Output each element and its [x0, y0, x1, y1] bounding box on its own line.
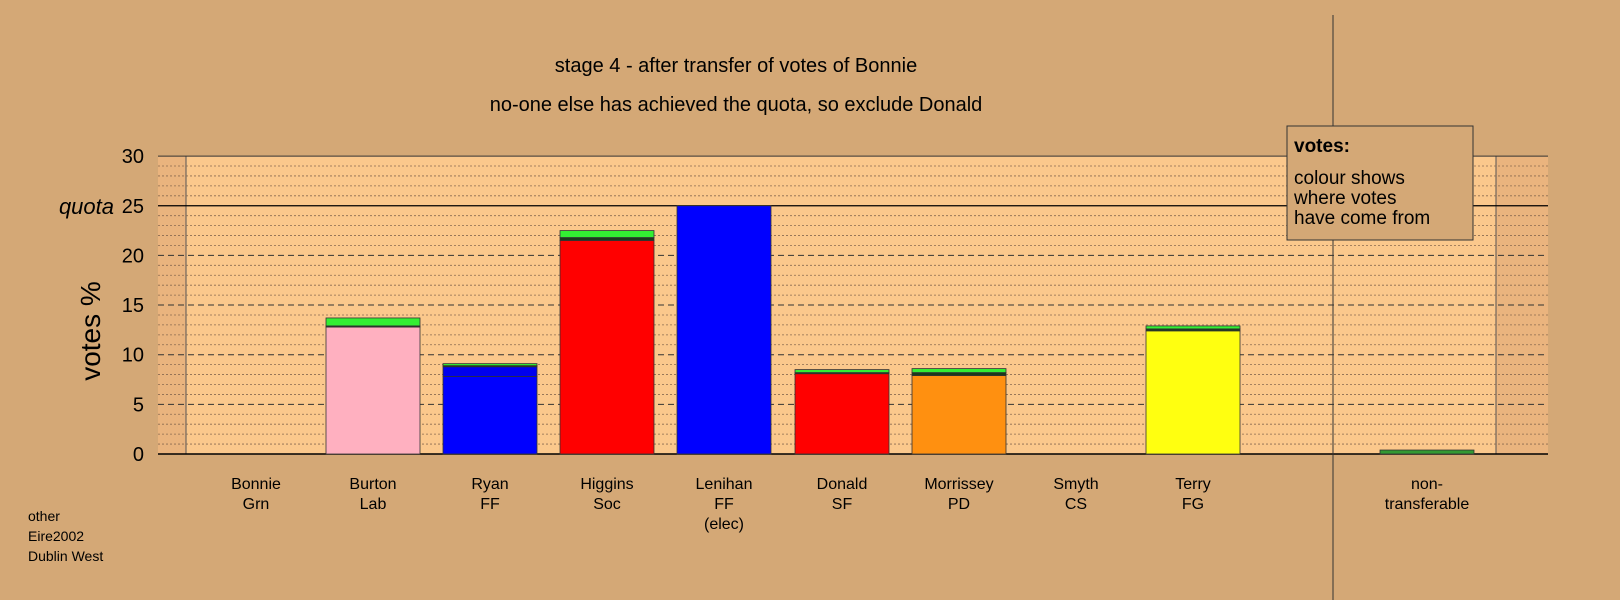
category-label: PD [948, 496, 970, 513]
category-label: Donald [817, 476, 868, 493]
footnote-line: other [28, 508, 60, 524]
bars [325, 205, 1475, 455]
footnote-line: Dublin West [28, 548, 103, 564]
chart-title: stage 4 - after transfer of votes of Bon… [555, 55, 917, 77]
chart-subtitle: no-one else has achieved the quota, so e… [490, 94, 983, 116]
legend-text: where votes [1293, 188, 1396, 209]
footnote-line: Eire2002 [28, 528, 84, 544]
bar-segment [794, 369, 890, 373]
category-label: Smyth [1053, 476, 1098, 493]
bar-segment [911, 375, 1007, 455]
category-label: Grn [243, 496, 270, 513]
bar-segment [559, 240, 655, 455]
category-label: Bonnie [231, 476, 281, 493]
labels: 0 5 10 15 20 25 30 quota Bonnie Grn Burton Lab Ryan F… [28, 55, 1474, 564]
category-label: SF [832, 496, 853, 513]
bar-segment [794, 373, 890, 455]
category-label: Higgins [580, 476, 633, 493]
bar-segment [1145, 330, 1241, 455]
category-label: non- [1411, 476, 1443, 493]
category-label: transferable [1385, 496, 1470, 513]
y-tick-label: 15 [122, 295, 144, 317]
category-label: Burton [349, 476, 396, 493]
legend-text: have come from [1294, 208, 1430, 229]
legend-box [1286, 125, 1474, 241]
bar-segment [559, 237, 655, 241]
category-label: Lenihan [696, 476, 753, 493]
category-label: Morrissey [924, 476, 993, 493]
category-label: FF [714, 496, 734, 513]
y-tick-label: 30 [122, 146, 144, 168]
bar-segment [559, 230, 655, 238]
bar-segment [911, 368, 1007, 373]
legend-heading: votes: [1294, 136, 1350, 157]
y-tick-label: 25 [122, 196, 144, 218]
bar-segment [325, 317, 421, 327]
category-label: (elec) [704, 516, 744, 533]
y-tick-label: 20 [122, 245, 144, 267]
category-label: FG [1182, 496, 1204, 513]
bar-segment [1379, 449, 1475, 455]
category-label: CS [1065, 496, 1087, 513]
bar-segment [442, 366, 538, 377]
quota-label: quota [59, 194, 114, 219]
y-tick-label: 0 [133, 444, 144, 466]
category-label: FF [480, 496, 500, 513]
category-label: Ryan [471, 476, 508, 493]
bar-segment [911, 372, 1007, 376]
bar-segment [442, 376, 538, 455]
bar-segment [325, 326, 421, 455]
category-label: Lab [360, 496, 387, 513]
category-label: Terry [1175, 476, 1211, 493]
bar-segment [1145, 325, 1241, 330]
y-tick-label: 5 [133, 394, 144, 416]
legend-text: colour shows [1294, 168, 1405, 189]
bar-segment [442, 363, 538, 367]
bar-segment [676, 205, 772, 455]
category-label: Soc [593, 496, 621, 513]
y-tick-label: 10 [122, 345, 144, 367]
y-axis-label: votes % [75, 281, 106, 381]
